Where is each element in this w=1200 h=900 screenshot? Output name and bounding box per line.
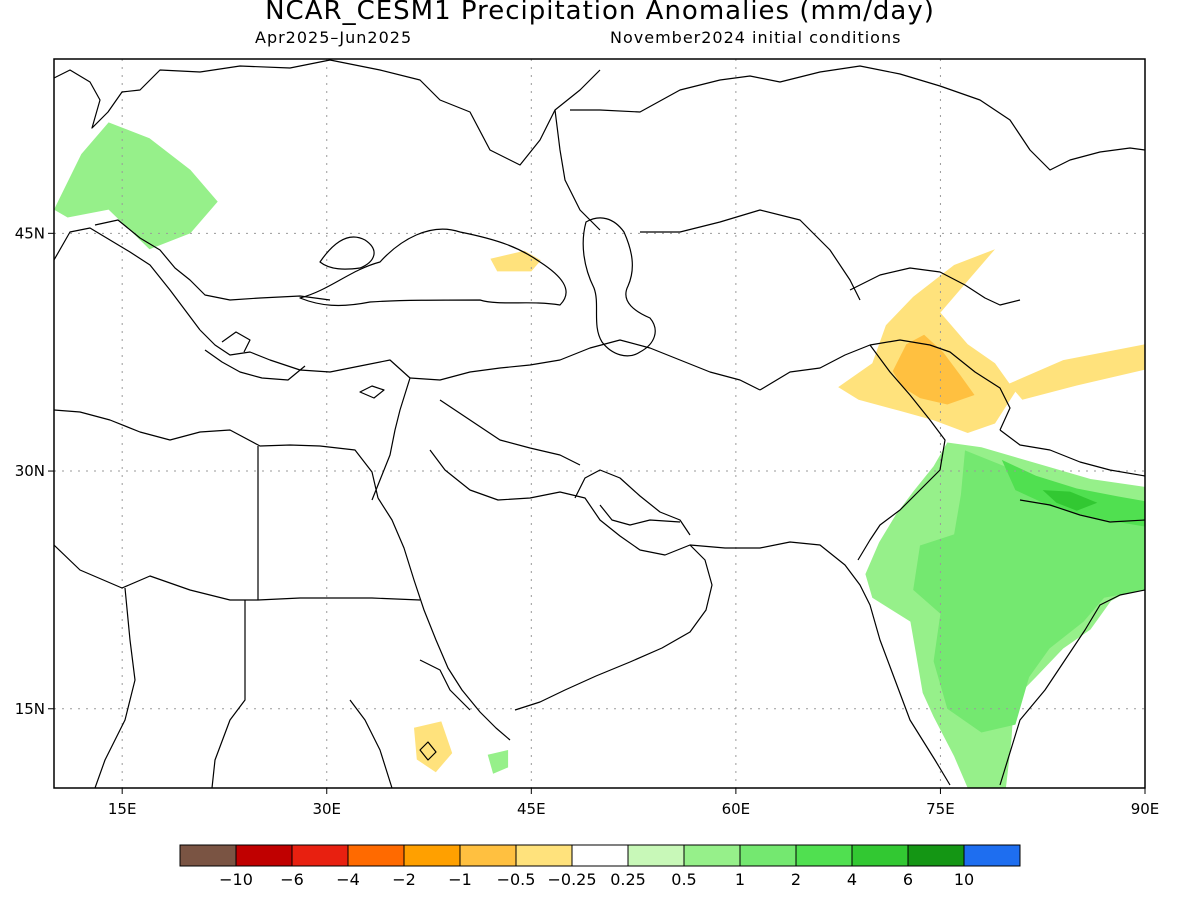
region-karakoram-core <box>892 334 975 405</box>
colorbar-label: 4 <box>847 870 857 889</box>
region-yemen-wet <box>487 750 509 774</box>
colorbar: −10 −6 −4 −2 −1 −0.5 −0.25 0.25 0.5 1 2 4 6 10 <box>179 844 1021 889</box>
colorbar-swatch <box>179 844 237 867</box>
colorbar-label: −10 <box>219 870 253 889</box>
x-tick-label: 45E <box>517 800 546 818</box>
colorbar-label: 6 <box>903 870 913 889</box>
colorbar-label: −1 <box>448 870 472 889</box>
axis-ticks: 15E 30E 45E 60E 75E 90E 15N 30N 45N <box>15 224 1160 818</box>
colorbar-swatch <box>963 844 1021 867</box>
y-tick-label: 15N <box>15 700 45 718</box>
region-iran-dry <box>629 433 655 454</box>
colorbar-label: 2 <box>791 870 801 889</box>
colorbar-swatch <box>739 844 797 867</box>
region-ethiopia-dry-core <box>414 721 453 773</box>
forecast-period: Apr2025–Jun2025 <box>255 28 413 47</box>
colorbar-swatch <box>459 844 517 867</box>
graticule <box>54 59 1145 788</box>
colorbar-swatch <box>403 844 461 867</box>
colorbar-swatch <box>515 844 573 867</box>
region-romania-dry <box>253 174 289 242</box>
colorbar-swatch <box>571 844 629 867</box>
colorbar-swatch <box>627 844 685 867</box>
colorbar-label: −0.5 <box>497 870 536 889</box>
region-sahara-dry <box>54 759 102 788</box>
colorbar-swatch <box>291 844 349 867</box>
colorbar-swatch <box>851 844 909 867</box>
region-tibet-dry-tail <box>1008 344 1145 400</box>
map-frame <box>53 58 1146 789</box>
colorbar-swatch <box>907 844 965 867</box>
colorbar-swatch <box>795 844 853 867</box>
colorbar-label: −2 <box>392 870 416 889</box>
colorbar-label: −6 <box>280 870 304 889</box>
anomaly-regions <box>54 116 1145 788</box>
colorbar-label: −4 <box>336 870 360 889</box>
coastlines-and-borders <box>54 59 1145 788</box>
colorbar-label: 10 <box>954 870 974 889</box>
colorbar-swatch <box>347 844 405 867</box>
y-tick-label: 45N <box>15 224 45 242</box>
map-title: NCAR_CESM1 Precipitation Anomalies (mm/d… <box>265 0 935 26</box>
colorbar-swatch <box>683 844 741 867</box>
colorbar-label: 0.25 <box>610 870 646 889</box>
region-south-asia-wet-core <box>913 450 1145 733</box>
x-tick-label: 15E <box>108 800 137 818</box>
region-turkmen-dry <box>697 355 727 378</box>
x-tick-label: 60E <box>722 800 751 818</box>
x-tick-label: 90E <box>1131 800 1160 818</box>
x-tick-label: 75E <box>926 800 955 818</box>
colorbar-swatch <box>235 844 293 867</box>
region-nepal-wet-core <box>1042 490 1098 511</box>
initial-conditions: November2024 initial conditions <box>610 28 902 47</box>
region-anatolia-dry <box>285 296 511 353</box>
colorbar-label: 1 <box>735 870 745 889</box>
region-east-dry <box>1083 116 1145 174</box>
colorbar-label: 0.5 <box>671 870 696 889</box>
y-tick-label: 30N <box>15 462 45 480</box>
colorbar-label: −0.25 <box>547 870 596 889</box>
region-caucasus-dry-core <box>490 250 541 272</box>
region-central-europe-wet <box>54 122 218 250</box>
x-tick-label: 30E <box>312 800 341 818</box>
